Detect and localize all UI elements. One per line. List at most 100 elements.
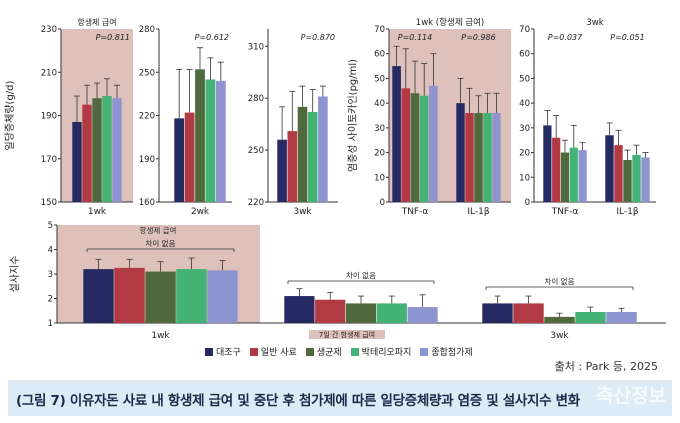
category-label: 3wk	[550, 331, 569, 341]
y-tick-label: 40	[374, 99, 385, 109]
legend-swatch-probiotic	[305, 347, 314, 356]
bar	[605, 135, 614, 202]
y-tick-label: 60	[374, 50, 385, 60]
y-tick-label: 230	[41, 25, 57, 35]
bar	[407, 307, 438, 323]
bar	[277, 139, 287, 202]
bar	[623, 159, 632, 202]
bar	[513, 303, 544, 323]
y-tick-label: 1	[48, 319, 53, 329]
p-value-label: P=0.986	[461, 33, 495, 42]
y-tick-label: 250	[248, 146, 264, 156]
y-tick-label: 2	[48, 295, 53, 305]
bar	[307, 112, 318, 202]
y-axis-label: 설사지수	[9, 256, 21, 293]
y-tick-label: 160	[139, 198, 155, 208]
y-tick-label: 0	[380, 198, 385, 208]
y-tick-label: 220	[248, 198, 264, 208]
bar	[483, 113, 492, 202]
bar	[392, 66, 401, 202]
bar	[174, 118, 185, 202]
legend-item-probiotic: 생균제	[305, 345, 342, 358]
p-value-label: P=0.051	[610, 33, 644, 42]
bar	[145, 271, 176, 323]
y-axis-label: 일당증체량(g/d)	[4, 80, 16, 150]
category-label: 1wk	[88, 207, 107, 217]
y-tick-label: 50	[374, 74, 385, 84]
legend-item-complex: 종합첨가제	[420, 345, 473, 358]
group-note: 차이 없음	[146, 238, 176, 248]
bar	[578, 150, 587, 202]
bar	[284, 296, 315, 323]
bar	[575, 311, 606, 323]
legend-item-control: 대조구	[205, 345, 241, 358]
bar	[641, 157, 650, 202]
bar	[474, 113, 483, 202]
bar	[376, 303, 407, 323]
y-tick-label: 250	[139, 68, 155, 78]
period-note: 7일 간 항생제 급여	[319, 330, 375, 339]
legend-label: 박테리오파지	[361, 348, 412, 358]
bar	[544, 316, 575, 323]
bar	[614, 145, 623, 202]
category-label: TNF-α	[401, 207, 429, 217]
y-tick-label: 190	[41, 112, 57, 122]
category-label: IL-1β	[467, 207, 489, 217]
bar	[419, 95, 429, 202]
bar	[176, 269, 207, 323]
bar	[82, 104, 92, 202]
y-tick-label: 190	[139, 155, 155, 165]
legend-swatch-control	[205, 347, 213, 356]
bar	[345, 303, 377, 323]
y-axis-label: 염증성 사이토카인(pg/ml)	[347, 59, 359, 172]
y-tick-label: 70	[374, 25, 385, 35]
y-tick-label: 4	[48, 246, 53, 256]
legend-swatch-complex	[420, 347, 429, 356]
bar	[552, 137, 561, 202]
watermark: 축산정보	[596, 385, 666, 407]
y-tick-label: 3	[48, 270, 53, 280]
category-label: TNF-α	[551, 207, 579, 217]
group-note: 차이 없음	[545, 276, 575, 286]
y-tick-label: 30	[519, 124, 530, 134]
y-tick-label: 220	[139, 112, 155, 122]
figure-caption: (그림 7) 이유자돈 사료 내 항생제 급여 및 중단 후 첨가제에 따른 일…	[16, 393, 580, 409]
source-note: 출처 : Park 등, 2025	[554, 360, 658, 373]
bar	[207, 270, 238, 323]
legend-item-basal: 일반 사료	[249, 345, 297, 358]
bar	[560, 152, 570, 202]
bar	[410, 93, 420, 202]
bar	[456, 103, 465, 202]
group-note: 차이 없음	[346, 270, 376, 280]
y-tick-label: 20	[374, 149, 385, 159]
category-label: IL-1β	[616, 207, 638, 217]
p-value-label: P=0.811	[96, 33, 130, 42]
bar	[205, 79, 216, 202]
bar	[83, 269, 114, 323]
y-tick-label: 10	[374, 173, 385, 183]
y-tick-label: 40	[519, 99, 530, 109]
bar	[465, 113, 474, 202]
p-value-label: P=0.037	[548, 33, 583, 42]
bar	[401, 88, 411, 202]
bar	[102, 96, 112, 202]
bar	[92, 98, 102, 202]
legend: 대조구 일반 사료 생균제 박테리오파지 종합첨가제	[205, 345, 473, 358]
y-tick-label: 280	[139, 25, 155, 35]
y-tick-label: 5	[48, 221, 53, 231]
bar	[606, 311, 637, 323]
p-value-label: P=0.870	[301, 33, 335, 42]
period-note-bg	[309, 330, 385, 339]
category-label: 3wk	[293, 207, 312, 217]
bar	[429, 85, 438, 202]
y-tick-label: 30	[374, 124, 385, 134]
chart-title: 1wk (항생제 급여)	[416, 17, 484, 28]
category-label: 1wk	[151, 331, 170, 341]
legend-label: 대조구	[216, 348, 241, 358]
y-tick-label: 50	[519, 74, 530, 84]
bar	[315, 299, 346, 323]
y-tick-label: 310	[248, 42, 264, 52]
y-tick-label: 60	[519, 50, 530, 60]
bar	[482, 303, 513, 323]
